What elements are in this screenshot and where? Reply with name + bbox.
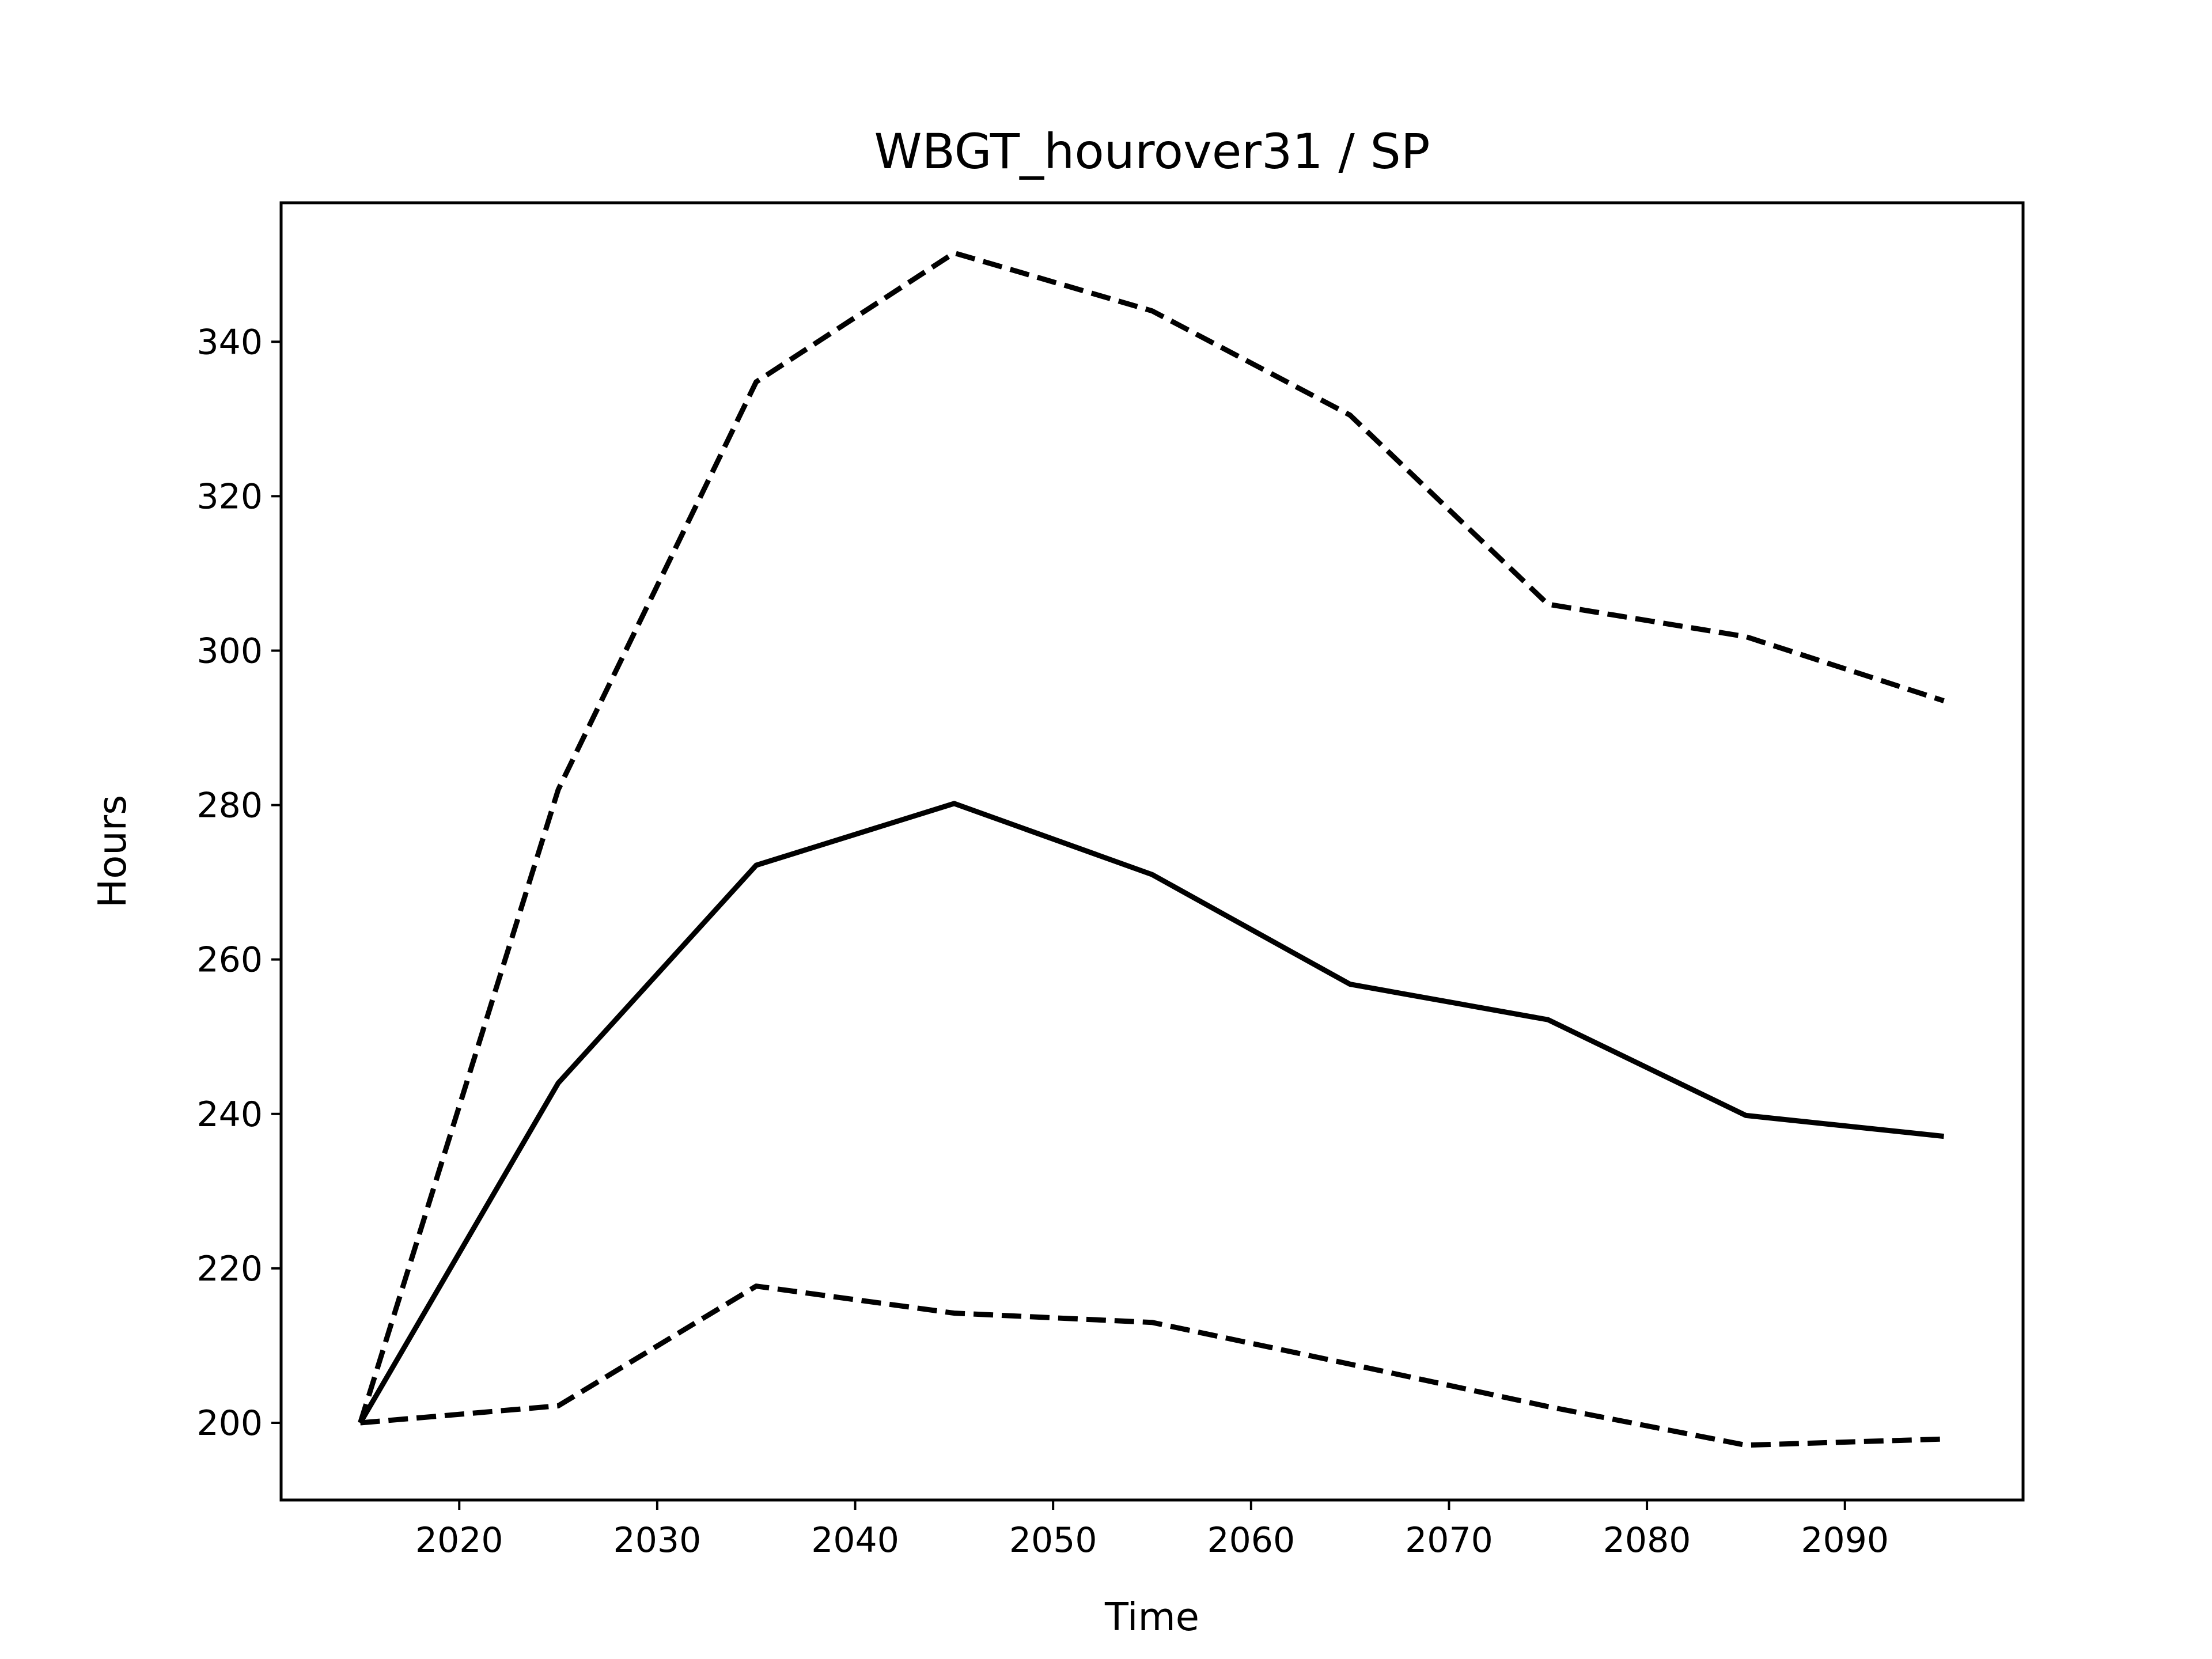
y-tick-label-260: 260 bbox=[196, 940, 263, 980]
plot-frame bbox=[279, 201, 2025, 1502]
x-tick-label-2060: 2060 bbox=[1207, 1520, 1295, 1560]
x-axis: 2020 2030 2040 2050 2060 2070 2080 2090 bbox=[415, 1500, 1889, 1560]
series-line-2 bbox=[358, 250, 1945, 1424]
x-tick-label-2070: 2070 bbox=[1405, 1520, 1493, 1560]
x-tick-label-2080: 2080 bbox=[1603, 1520, 1691, 1560]
series-line-1 bbox=[358, 801, 1944, 1425]
y-tick-label-280: 280 bbox=[196, 786, 263, 826]
y-tick-label-300: 300 bbox=[196, 631, 263, 671]
y-tick-label-220: 220 bbox=[196, 1249, 263, 1289]
chart-title: WBGT_hourover31 / SP bbox=[874, 123, 1430, 180]
series-layer bbox=[358, 250, 1945, 1448]
y-tick-label-320: 320 bbox=[196, 476, 263, 517]
x-tick-label-2040: 2040 bbox=[811, 1520, 899, 1560]
y-axis-label: Hours bbox=[90, 795, 135, 908]
x-tick-label-2090: 2090 bbox=[1801, 1520, 1889, 1560]
x-tick-label-2030: 2030 bbox=[613, 1520, 702, 1560]
x-axis-label: Time bbox=[1104, 1594, 1199, 1639]
y-axis: 200 220 240 260 280 300 320 340 bbox=[196, 322, 281, 1444]
y-tick-label-200: 200 bbox=[196, 1403, 263, 1444]
series-line-3 bbox=[360, 1283, 1944, 1448]
x-tick-label-2020: 2020 bbox=[415, 1520, 503, 1560]
y-tick-label-340: 340 bbox=[196, 322, 263, 362]
y-tick-label-240: 240 bbox=[196, 1094, 263, 1135]
x-tick-label-2050: 2050 bbox=[1009, 1520, 1097, 1560]
